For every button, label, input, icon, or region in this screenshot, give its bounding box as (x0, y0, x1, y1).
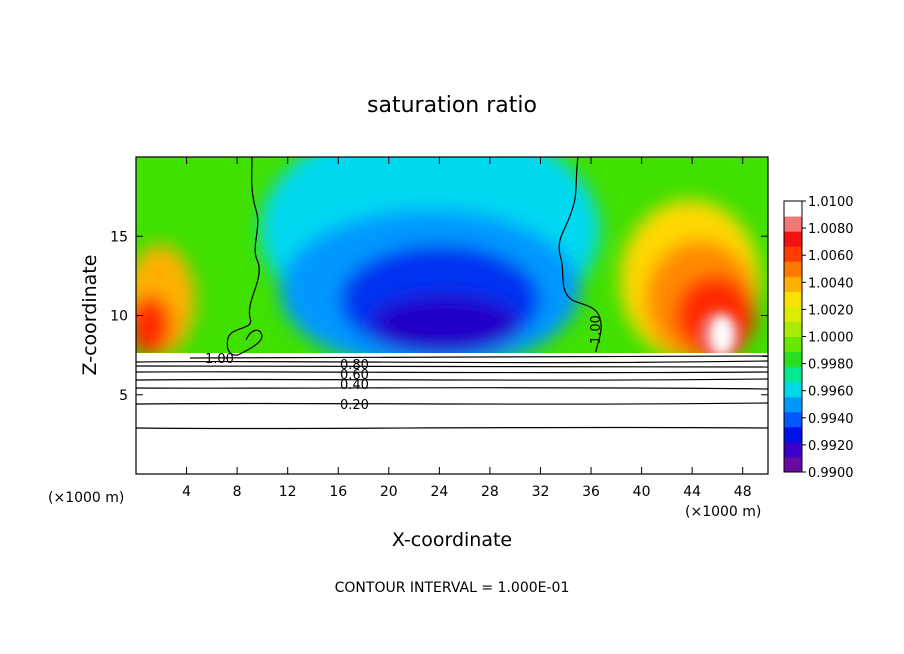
contour-interval-note: CONTOUR INTERVAL = 1.000E-01 (335, 580, 570, 596)
x-tick-label: 44 (683, 484, 701, 500)
x-tick-label: 16 (329, 484, 347, 500)
colorbar-swatch (784, 216, 802, 232)
x-axis: 4 8 12 16 20 24 28 32 36 40 44 48 (182, 157, 752, 500)
y-tick-label: 10 (110, 309, 128, 325)
contour-label: 0.40 (340, 378, 369, 393)
y-tick-label: 15 (110, 229, 128, 245)
colorbar-swatch (784, 201, 802, 217)
y-tick-label: 5 (119, 388, 128, 404)
colorbar-swatch (784, 276, 802, 292)
colorbar-label: 1.0020 (808, 303, 854, 318)
colorbar-label: 1.0060 (808, 249, 854, 264)
colorbar-label: 1.0080 (808, 222, 854, 237)
x-tick-label: 48 (734, 484, 752, 500)
x-axis-label: X-coordinate (392, 529, 512, 551)
colorbar-label: 1.0040 (808, 276, 854, 291)
x-unit-left: (×1000 m) (48, 490, 124, 506)
contour-labels: 1.00 1.00 0.80 0.60 0.40 0.20 (205, 315, 604, 413)
y-axis-label: Z-coordinate (79, 255, 101, 376)
contour-lines (135, 156, 769, 430)
x-tick-label: 28 (481, 484, 499, 500)
colorbar-swatch (784, 321, 802, 337)
colorbar-swatch (784, 366, 802, 383)
x-tick-label: 4 (182, 484, 191, 500)
colorbar-swatch (784, 441, 802, 458)
contour-label: 0.60 (340, 368, 369, 383)
x-tick-label: 24 (430, 484, 448, 500)
chart-title: saturation ratio (367, 93, 537, 118)
colorbar-label: 0.9900 (808, 466, 854, 481)
x-tick-label: 40 (633, 484, 651, 500)
colorbar-label: 1.0100 (808, 195, 854, 210)
colorbar-swatch (784, 411, 802, 428)
colorbar-label: 0.9960 (808, 385, 854, 400)
colorbar-swatch (784, 381, 802, 398)
colorbar-swatch (784, 396, 802, 413)
x-unit-right: (×1000 m) (685, 504, 761, 520)
contour-label: 1.00 (589, 315, 604, 344)
colorbar-swatch (784, 351, 802, 368)
colorbar-swatch (784, 261, 802, 277)
colorbar-label: 0.9980 (808, 358, 854, 373)
colorbar-label: 0.9920 (808, 439, 854, 454)
colorbar-label: 0.9940 (808, 412, 854, 427)
x-tick-label: 20 (380, 484, 398, 500)
colorbar-label: 1.0000 (808, 331, 854, 346)
colorbar: 1.0100 1.0080 1.0060 1.0040 1.0020 1.0000 0.99… (783, 195, 854, 481)
colorbar-swatch (784, 456, 802, 473)
y-axis: 5 10 15 (110, 229, 768, 404)
colorbar-swatch (784, 426, 802, 443)
contour-label: 1.00 (205, 352, 234, 367)
colorbar-swatch (784, 306, 802, 322)
colorbar-swatch (784, 246, 802, 262)
colorbar-swatch (784, 336, 802, 353)
x-tick-label: 12 (279, 484, 297, 500)
colorbar-swatch (784, 291, 802, 307)
x-tick-label: 36 (582, 484, 600, 500)
x-tick-label: 32 (532, 484, 550, 500)
colorbar-swatch (784, 231, 802, 247)
contour-label: 0.80 (340, 358, 369, 373)
heatmap-field (136, 157, 768, 359)
x-tick-label: 8 (233, 484, 242, 500)
contour-label: 0.20 (340, 398, 369, 413)
